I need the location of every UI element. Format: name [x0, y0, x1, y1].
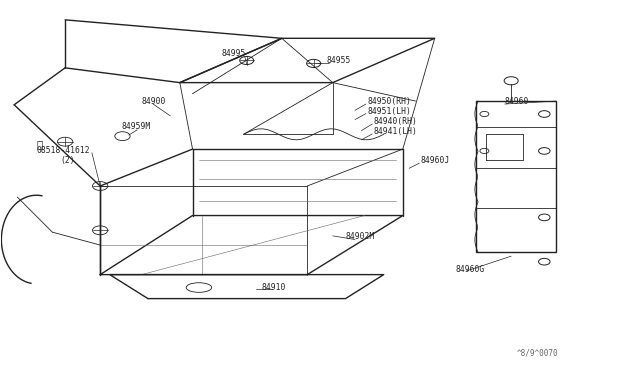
Text: 84941(LH): 84941(LH) [374, 127, 417, 136]
Text: 84960G: 84960G [455, 264, 484, 273]
Text: 84959M: 84959M [121, 122, 150, 131]
Text: 08518-41612: 08518-41612 [36, 147, 90, 155]
Text: 84960J: 84960J [420, 156, 450, 166]
Text: 84951(LH): 84951(LH) [367, 106, 411, 116]
Text: 84900: 84900 [141, 97, 166, 106]
Text: 84960: 84960 [505, 97, 529, 106]
Text: 84902M: 84902M [346, 232, 375, 241]
Text: 84950(RH): 84950(RH) [367, 97, 411, 106]
Text: 84995: 84995 [221, 49, 246, 58]
Text: ^8/9^0070: ^8/9^0070 [516, 349, 558, 357]
Text: (2): (2) [61, 156, 76, 166]
Text: 84910: 84910 [261, 283, 285, 292]
Text: 84955: 84955 [326, 56, 351, 65]
Text: Ⓢ: Ⓢ [36, 140, 43, 150]
Text: 84940(RH): 84940(RH) [374, 117, 417, 126]
